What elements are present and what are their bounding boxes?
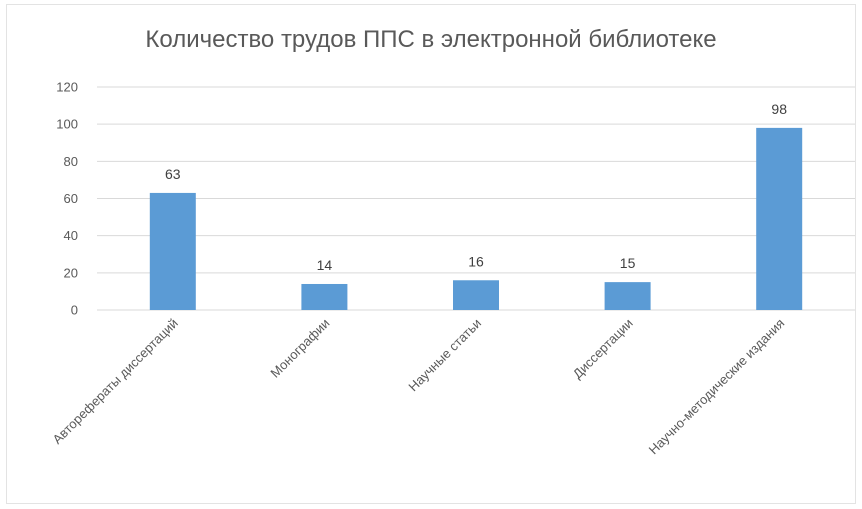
data-label-1: 63 — [165, 166, 181, 182]
data-label-4: 15 — [620, 255, 636, 271]
data-label-2: 14 — [317, 257, 333, 273]
bar-3 — [453, 280, 499, 310]
y-tick-label: 60 — [64, 191, 78, 206]
y-tick-label: 80 — [64, 154, 78, 169]
y-tick-label: 40 — [64, 228, 78, 243]
bar-5 — [756, 127, 803, 310]
category-label-1: Авторефераты диссертаций — [50, 316, 181, 447]
y-tick-label: 120 — [56, 80, 78, 95]
category-label-5: Научно-методические издания — [646, 316, 788, 458]
y-tick-label: 100 — [56, 117, 78, 132]
y-tick-label: 20 — [64, 265, 78, 280]
y-tick-label: 0 — [71, 303, 78, 318]
data-label-5: 98 — [771, 101, 787, 117]
bar-1 — [149, 192, 196, 310]
category-label-4: Диссертации — [570, 316, 636, 382]
category-label-3: Научные статьи — [405, 316, 484, 395]
bar-4 — [604, 282, 651, 310]
chart-title: Количество трудов ППС в электронной библ… — [145, 26, 717, 53]
bar-2 — [301, 283, 348, 310]
data-label-3: 16 — [468, 253, 484, 269]
category-label-2: Монографии — [267, 316, 332, 381]
